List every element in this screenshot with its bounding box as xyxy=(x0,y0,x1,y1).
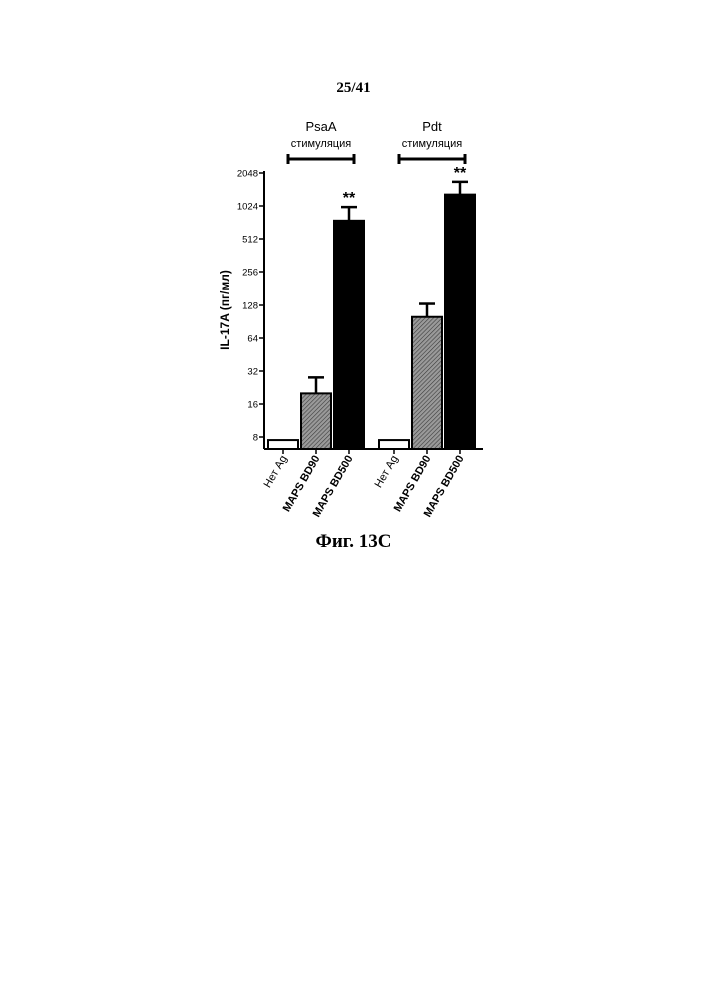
category-label: Нет Ag xyxy=(262,454,290,491)
y-tick-label: 2048 xyxy=(237,169,258,180)
y-tick-label: 8 xyxy=(253,433,258,444)
y-tick-label: 1024 xyxy=(237,202,258,213)
bar xyxy=(445,195,475,449)
y-tick-label: 128 xyxy=(242,301,258,312)
bar xyxy=(301,393,331,449)
category-label: Нет Ag xyxy=(373,454,401,491)
il17a-bar-chart: 8 16 32 64 128 256 512 1024 2048 IL-17A (пг/мл) Не… xyxy=(0,0,707,530)
group-label: Pdt xyxy=(422,119,442,134)
bar xyxy=(412,317,442,449)
y-axis-label: IL-17A (пг/мл) xyxy=(218,270,232,350)
y-tick-label: 32 xyxy=(247,367,258,378)
figure-caption: Фиг. 13С xyxy=(0,531,707,553)
bar xyxy=(268,440,298,449)
y-tick-label: 256 xyxy=(242,268,258,279)
bar xyxy=(334,221,364,449)
y-tick-label: 64 xyxy=(247,334,258,345)
significance-marker: ** xyxy=(454,165,467,182)
y-tick-label: 512 xyxy=(242,235,258,246)
group-sublabel: стимуляция xyxy=(402,138,462,150)
y-tick-label: 16 xyxy=(247,400,258,411)
significance-marker: ** xyxy=(343,190,356,207)
group-label: PsaA xyxy=(305,119,336,134)
group-sublabel: стимуляция xyxy=(291,138,351,150)
bar xyxy=(379,440,409,449)
